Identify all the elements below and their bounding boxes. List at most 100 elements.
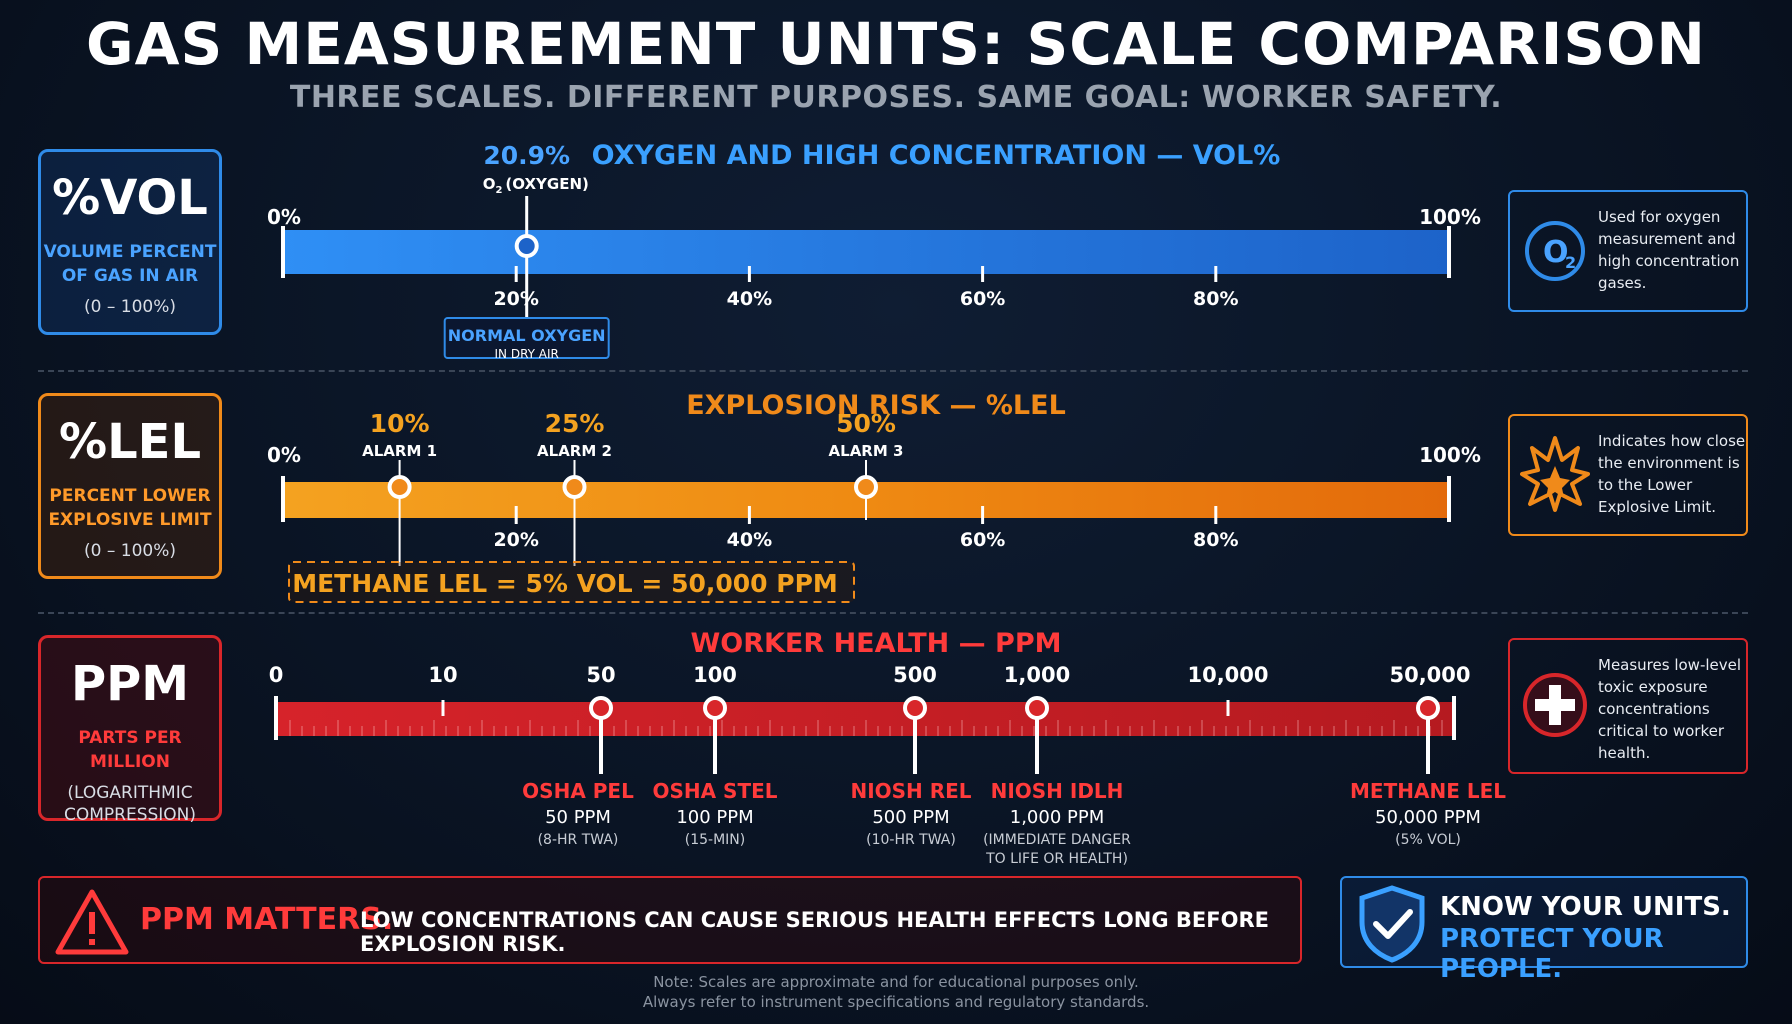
ppm-unit-label: PPM: [70, 656, 190, 712]
lel-alarm-dot: [562, 475, 587, 499]
lel-start-label: 0%: [267, 443, 301, 467]
ppm-tick-label: 10: [428, 663, 457, 687]
ppm-marker-name: OSHA STEL: [652, 779, 777, 803]
ppm-marker-dot: [1025, 696, 1049, 720]
ppm-info-box: Measures low-level toxic exposure concen…: [1508, 638, 1748, 774]
ppm-marker-value: 1,000 PPM: [1010, 807, 1105, 828]
ppm-marker-detail: (8-HR TWA): [538, 832, 619, 848]
vol-tick-label: 80%: [1193, 288, 1238, 310]
vol-heading: OXYGEN AND HIGH CONCENTRATION — VOL%: [592, 140, 1281, 171]
o2-icon: O 2: [1525, 221, 1585, 281]
divider-2: [38, 612, 1748, 614]
ppm-tick-label: 0: [269, 663, 284, 687]
lel-unit-desc: PERCENT LOWER EXPLOSIVE LIMIT: [41, 484, 219, 532]
ppm-marker-detail: (15-MIN): [685, 832, 745, 848]
lel-end-label: 100%: [1419, 443, 1481, 467]
vol-info-box: O 2 Used for oxygen measurement and high…: [1508, 190, 1748, 312]
vol-desc-line2: OF GAS IN AIR: [61, 266, 199, 286]
svg-text:O: O: [1543, 235, 1569, 270]
ppm-marker-detail: (10-HR TWA): [866, 832, 956, 848]
ppm-tick-label: 500: [893, 663, 937, 687]
ppm-marker-name: OSHA PEL: [522, 779, 634, 803]
ppm-marker-detail2: TO LIFE OR HEALTH): [985, 851, 1128, 867]
lel-tick-label: 40%: [727, 529, 772, 551]
lel-alarm-name: ALARM 3: [829, 442, 904, 460]
medical-cross-icon: [1523, 673, 1587, 737]
lel-info-box: Indicates how close the environment is t…: [1508, 414, 1748, 536]
ppm-tick-label: 10,000: [1187, 663, 1268, 687]
lel-tick-label: 80%: [1193, 529, 1238, 551]
vol-marker-note2: IN DRY AIR: [495, 347, 559, 361]
vol-unit-desc: VOLUME PERCENT OF GAS IN AIR: [41, 240, 219, 288]
vol-marker-dot: [514, 234, 539, 258]
o2-name: (OXYGEN): [505, 175, 588, 193]
ppm-range-line2: COMPRESSION): [63, 805, 197, 825]
ppm-marker-detail: (5% VOL): [1395, 832, 1461, 848]
warning-icon: [55, 889, 129, 955]
ppm-marker-name: METHANE LEL: [1350, 779, 1506, 803]
vol-start-label: 0%: [267, 205, 301, 229]
vol-unit-box: %VOL VOLUME PERCENT OF GAS IN AIR (0 – 1…: [38, 149, 222, 335]
vol-range: (0 – 100%): [84, 297, 176, 317]
vol-marker-note1: NORMAL OXYGEN: [448, 326, 606, 345]
ppm-marker-name: NIOSH REL: [850, 779, 971, 803]
vol-marker-value: 20.9%: [483, 141, 570, 170]
svg-text:2: 2: [1565, 253, 1576, 272]
lel-desc-line1: PERCENT LOWER: [49, 486, 211, 506]
explosion-icon: [1520, 436, 1590, 512]
page-title: GAS MEASUREMENT UNITS: SCALE COMPARISON: [86, 10, 1706, 78]
lel-heading: EXPLOSION RISK — %LEL: [686, 390, 1066, 421]
lel-callout-box: [288, 561, 855, 603]
ppm-range-line1: (LOGARITHMIC: [67, 783, 193, 803]
ppm-matters-banner: PPM MATTERS. LOW CONCENTRATIONS CAN CAUS…: [38, 876, 1302, 964]
o2-symbol: O: [483, 175, 496, 193]
lel-tick-label: 20%: [493, 529, 538, 551]
footnote-line1: Note: Scales are approximate and for edu…: [653, 973, 1139, 991]
ppm-marker-value: 100 PPM: [676, 807, 753, 828]
vol-marker-note-box: [443, 317, 610, 359]
lel-alarm-name: ALARM 1: [362, 442, 437, 460]
ppm-marker-value: 500 PPM: [872, 807, 949, 828]
ppm-matters-message: LOW CONCENTRATIONS CAN CAUSE SERIOUS HEA…: [360, 908, 1269, 956]
know-your-units-text: KNOW YOUR UNITS.: [1440, 892, 1731, 922]
ppm-unit-desc: PARTS PER MILLION: [78, 728, 182, 772]
ppm-marker-dot: [1416, 696, 1440, 720]
ppm-bar: [276, 702, 1454, 736]
lel-unit-label: %LEL: [58, 414, 202, 470]
ppm-marker-dot: [903, 696, 927, 720]
ppm-marker-value: 50 PPM: [545, 807, 611, 828]
lel-callout-text: METHANE LEL = 5% VOL = 50,000 PPM: [292, 569, 838, 598]
lel-tick-label: 60%: [960, 529, 1005, 551]
vol-bar: [283, 230, 1449, 274]
lel-unit-box: %LEL PERCENT LOWER EXPLOSIVE LIMIT (0 – …: [38, 393, 222, 579]
footnote: Note: Scales are approximate and for edu…: [0, 972, 1792, 1012]
shield-check-icon: [1359, 885, 1425, 963]
ppm-marker-value: 50,000 PPM: [1375, 807, 1481, 828]
ppm-tick-label: 100: [693, 663, 737, 687]
ppm-marker-dot: [703, 696, 727, 720]
ppm-info-text: Measures low-level toxic exposure concen…: [1598, 656, 1742, 762]
divider-1: [38, 370, 1748, 372]
lel-range: (0 – 100%): [84, 541, 176, 561]
protect-your-people-text: PROTECT YOUR PEOPLE.: [1440, 924, 1664, 984]
lel-desc-line2: EXPLOSIVE LIMIT: [48, 510, 212, 530]
footnote-line2: Always refer to instrument specification…: [642, 993, 1150, 1011]
ppm-marker-dot: [589, 696, 613, 720]
lel-alarm-dot: [854, 475, 878, 499]
ppm-range: (LOGARITHMIC COMPRESSION): [41, 782, 219, 826]
ppm-marker-detail: (IMMEDIATE DANGER: [983, 832, 1131, 848]
ppm-tick-label: 50: [586, 663, 615, 687]
vol-tick-label: 60%: [960, 288, 1005, 310]
vol-desc-line1: VOLUME PERCENT: [43, 242, 217, 262]
lel-alarm-value: 10%: [370, 409, 430, 438]
lel-info-text: Indicates how close the environment is t…: [1598, 432, 1746, 516]
vol-unit-label: %VOL: [52, 170, 208, 226]
ppm-unit-box: PPM PARTS PER MILLION (LOGARITHMIC COMPR…: [38, 635, 222, 825]
lel-alarm-name: ALARM 2: [537, 442, 612, 460]
lel-alarm-value: 50%: [836, 409, 896, 438]
o2-subscript: 2: [495, 185, 502, 196]
ppm-tick-label: 50,000: [1389, 663, 1470, 687]
vol-marker-gas: O2 (OXYGEN): [483, 175, 589, 196]
vol-end-label: 100%: [1419, 205, 1481, 229]
